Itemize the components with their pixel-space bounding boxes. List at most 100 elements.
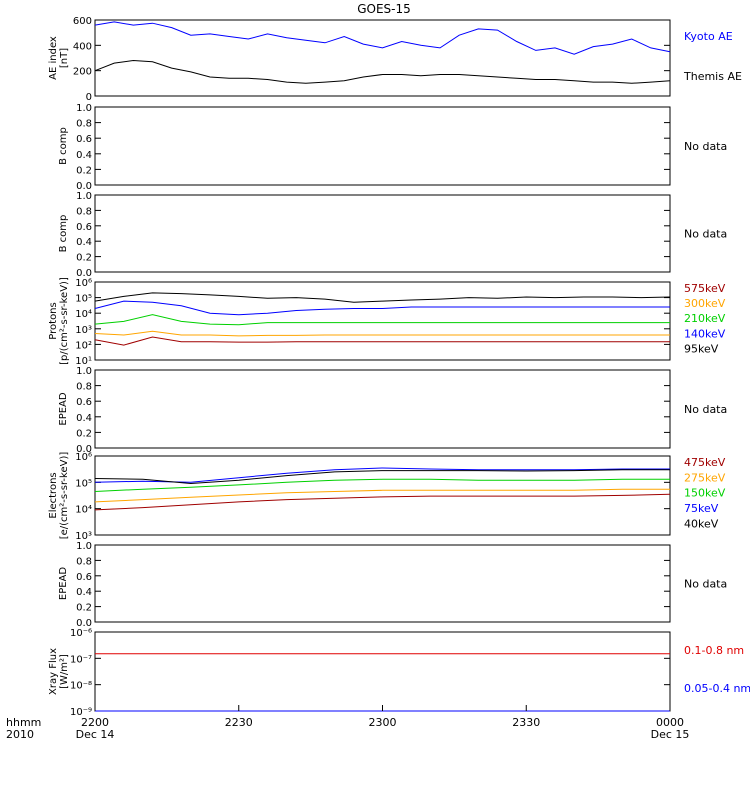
y-axis-unit-label: [W/m²]: [59, 654, 70, 689]
no-data-label: No data: [684, 228, 727, 241]
legend-label: 300keV: [684, 297, 726, 310]
series-line-275kev: [94, 488, 670, 503]
y-tick-label: 10⁶: [75, 278, 92, 289]
panel-frame: [94, 194, 671, 273]
y-axis-label: EPEAD: [58, 567, 69, 601]
series-line-575kev: [94, 336, 670, 346]
y-tick-label: 10⁵: [75, 478, 92, 489]
y-axis-label: Electrons: [48, 472, 59, 518]
y-tick-label: 0.8: [76, 119, 92, 130]
legend-label: 150keV: [684, 487, 726, 500]
y-tick-label: 10¹: [75, 356, 92, 367]
y-axis-label: Protons: [48, 302, 59, 339]
y-tick-label: 1.0: [76, 103, 92, 114]
legend-label: 140keV: [684, 327, 726, 340]
y-tick-label: 0.6: [76, 134, 92, 145]
y-tick-label: 0.8: [76, 382, 92, 393]
panel-1: 0 200 400 600 AE index [nT] Kyoto AE Themis AE: [48, 16, 742, 103]
panel-6: 10³ 10⁴ 10⁵ 10⁶ Electrons [e/(cm²-s-sr-keV)] 4…: [48, 452, 726, 542]
y-tick-label: 10⁻⁷: [70, 654, 92, 665]
x-axis-year-label: 2010: [6, 728, 34, 741]
y-tick-label: 0.6: [76, 572, 92, 583]
y-tick-label: 10⁴: [75, 505, 92, 516]
y-axis-label: AE index: [48, 36, 59, 80]
legend-label: 0.1-0.8 nm: [684, 644, 744, 657]
legend-label: 475keV: [684, 456, 726, 469]
y-tick-label: 10⁻⁹: [70, 707, 92, 718]
panel-frame: [94, 455, 671, 536]
y-tick-label: 0.2: [76, 253, 92, 264]
series-line-475kev: [94, 493, 671, 511]
x-axis-time-label: hhmm: [6, 716, 41, 729]
panel-frame: [94, 631, 671, 712]
legend-label: 275keV: [684, 471, 726, 484]
legend-label: 210keV: [684, 312, 726, 325]
y-tick-label: 0.0: [76, 268, 92, 279]
y-tick-label: 0.4: [76, 150, 92, 161]
y-tick-label: 10⁻⁶: [70, 628, 92, 639]
legend-label: 575keV: [684, 282, 726, 295]
y-tick-label: 10⁻⁸: [70, 681, 92, 692]
y-tick-label: 600: [73, 16, 92, 27]
y-tick-label: 0.0: [76, 444, 92, 455]
y-tick-label: 200: [73, 67, 92, 78]
x-tick-sublabel: Dec 15: [651, 728, 690, 741]
x-tick-sublabel: Dec 14: [76, 728, 115, 741]
y-tick-label: 0.8: [76, 556, 92, 567]
y-axis-label: EPEAD: [58, 392, 69, 426]
y-tick-label: 10³: [75, 325, 92, 336]
y-tick-label: 0.4: [76, 587, 92, 598]
y-tick-label: 10⁵: [75, 294, 92, 305]
y-axis-label: B comp: [58, 215, 69, 253]
series-line-kyoto-ae: [94, 21, 671, 55]
series-line-75kev: [94, 467, 670, 483]
series-line-140kev: [94, 300, 670, 316]
y-tick-label: 1.0: [76, 191, 92, 202]
legend-label: 75keV: [684, 502, 719, 515]
x-tick-label: 2330: [512, 716, 540, 729]
y-tick-label: 0.0: [76, 618, 92, 629]
y-axis-unit-label: [p/(cm²-s-sr-keV)]: [59, 277, 70, 365]
y-tick-label: 10³: [75, 531, 92, 542]
y-tick-label: 10²: [75, 340, 92, 351]
y-tick-label: 10⁴: [75, 309, 92, 320]
y-axis-label: B comp: [58, 127, 69, 165]
y-tick-label: 1.0: [76, 366, 92, 377]
y-tick-label: 0.4: [76, 413, 92, 424]
series-line-themis-ae: [94, 59, 671, 84]
panel-4: 10¹ 10² 10³ 10⁴ 10⁵ 10⁶ Protons [p/(cm²-s-sr-ke…: [48, 277, 726, 367]
legend-label: 40keV: [684, 517, 719, 530]
y-tick-label: 0: [86, 92, 92, 103]
x-tick-label: 2200: [81, 716, 109, 729]
no-data-label: No data: [684, 578, 727, 591]
y-tick-label: 0.6: [76, 397, 92, 408]
panel-8: 10⁻⁹ 10⁻⁸ 10⁻⁷ 10⁻⁶ Xray Flux [W/m²] 0.1-0.8 n…: [48, 628, 750, 718]
y-tick-label: 0.2: [76, 165, 92, 176]
panel-frame: [94, 106, 671, 186]
y-axis-unit-label: [nT]: [59, 48, 70, 68]
series-line-95kev: [94, 292, 671, 303]
x-tick-label: 2230: [225, 716, 253, 729]
series-line-150kev: [94, 478, 670, 492]
panel-frame: [94, 19, 671, 97]
panel-frame: [94, 369, 671, 449]
y-axis-unit-label: [e/(cm²-s-sr-keV)]: [59, 452, 70, 540]
y-tick-label: 0.2: [76, 603, 92, 614]
legend-label: Themis AE: [683, 70, 742, 83]
panel-7: 0.0 0.2 0.4 0.6 0.8 1.0 EPEAD No data: [58, 541, 727, 629]
legend-label: 0.05-0.4 nm: [684, 682, 750, 695]
series-line-210kev: [94, 314, 670, 326]
y-tick-label: 0.4: [76, 237, 92, 248]
y-tick-label: 1.0: [76, 541, 92, 552]
panel-5: 0.0 0.2 0.4 0.6 0.8 1.0 EPEAD No data: [58, 366, 727, 455]
no-data-label: No data: [684, 140, 727, 153]
series-line-40kev: [94, 469, 670, 485]
y-tick-label: 10⁶: [75, 452, 92, 463]
x-tick-label: 2300: [369, 716, 397, 729]
legend-label: 95keV: [684, 342, 719, 355]
panel-2: 0.0 0.2 0.4 0.6 0.8 1.0 B comp No data: [58, 103, 727, 192]
